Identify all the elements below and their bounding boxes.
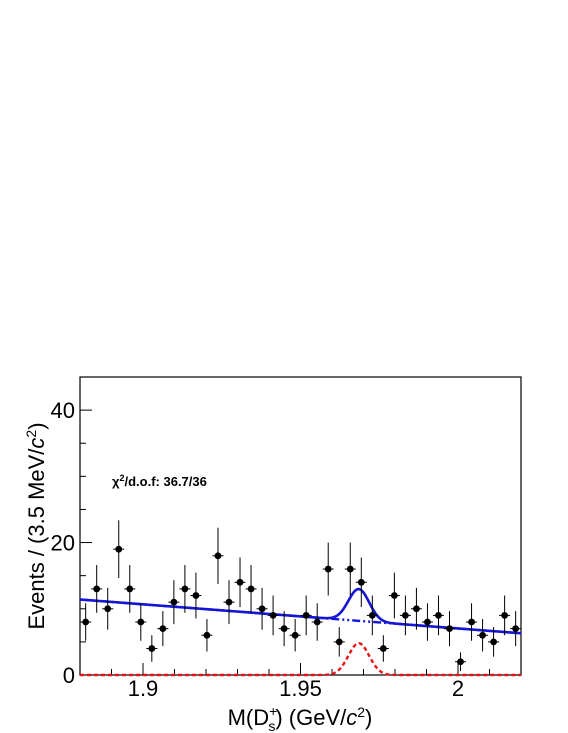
data-point <box>102 587 114 630</box>
plot-frame <box>79 376 522 676</box>
data-point <box>223 580 235 625</box>
data-point <box>135 603 147 641</box>
data-marker <box>104 605 112 613</box>
data-points <box>80 520 521 672</box>
y-axis-title: Events / (3.5 MeV/c2) <box>23 422 49 629</box>
data-marker <box>181 585 189 593</box>
data-marker <box>390 592 398 599</box>
data-marker <box>379 645 387 652</box>
data-marker <box>457 658 464 666</box>
data-point <box>377 635 389 662</box>
data-marker <box>247 585 255 593</box>
data-point <box>466 603 478 641</box>
data-marker <box>357 578 365 586</box>
data-point <box>146 635 158 662</box>
data-marker <box>280 625 288 633</box>
data-marker <box>324 565 332 573</box>
data-marker <box>468 618 475 626</box>
x-tick-label: 1.9 <box>128 676 159 701</box>
data-point <box>488 627 500 657</box>
data-point <box>410 587 422 630</box>
data-marker <box>82 618 90 626</box>
data-marker <box>170 598 178 606</box>
data-point <box>421 603 433 641</box>
signal-curve <box>80 642 521 677</box>
data-marker <box>93 585 101 593</box>
data-marker <box>258 605 266 613</box>
total-fit-curve <box>79 587 522 635</box>
data-marker <box>401 612 409 619</box>
y-tick-label: 20 <box>51 531 75 556</box>
data-point <box>366 595 378 636</box>
data-point <box>113 520 125 579</box>
data-point <box>80 603 92 641</box>
data-marker <box>236 578 244 586</box>
y-tick-label: 40 <box>51 398 75 423</box>
data-marker <box>126 585 134 593</box>
y-tick-label: 0 <box>63 663 75 688</box>
data-point <box>278 611 290 647</box>
data-point <box>157 611 169 647</box>
data-marker <box>368 612 376 619</box>
data-point <box>179 565 191 613</box>
data-marker <box>115 545 123 553</box>
data-marker <box>501 612 509 619</box>
data-marker <box>512 625 520 633</box>
data-marker <box>159 625 167 633</box>
data-marker <box>346 565 354 573</box>
data-marker <box>192 592 200 599</box>
data-point <box>300 595 312 636</box>
data-marker <box>225 598 233 606</box>
data-point <box>355 557 367 608</box>
data-marker <box>203 631 211 639</box>
data-marker <box>137 618 145 626</box>
data-marker <box>424 618 431 626</box>
data-point <box>388 572 400 619</box>
data-point <box>289 619 301 652</box>
chi2-annotation: χ2/d.o.f: 36.7/36 <box>112 473 207 489</box>
data-point <box>267 595 279 636</box>
x-tick-label: 2 <box>452 676 464 701</box>
data-point <box>499 595 511 636</box>
data-point <box>443 611 456 647</box>
data-point <box>322 542 334 596</box>
x-tick-label: 1.95 <box>279 676 322 701</box>
data-point <box>399 595 411 636</box>
data-marker <box>335 638 343 646</box>
data-marker <box>490 638 497 646</box>
axis-ticks <box>79 376 522 676</box>
data-point <box>234 557 246 608</box>
data-point <box>432 595 444 636</box>
data-marker <box>302 612 310 619</box>
data-point <box>256 587 268 630</box>
data-marker <box>446 625 453 633</box>
data-point <box>245 565 257 613</box>
data-marker <box>269 612 277 619</box>
data-marker <box>214 552 222 560</box>
data-point <box>124 565 136 613</box>
fit-curves <box>79 587 522 677</box>
data-point <box>91 565 103 613</box>
data-point <box>455 652 467 672</box>
data-point <box>201 619 213 652</box>
data-point <box>510 611 521 647</box>
data-point <box>190 572 202 619</box>
data-point <box>344 542 356 596</box>
data-marker <box>148 645 156 652</box>
data-point <box>477 619 489 652</box>
data-point <box>212 527 224 584</box>
data-point <box>311 603 323 641</box>
data-marker <box>291 631 299 639</box>
x-axis-title: M(D+ s) (GeV/c2) <box>228 703 373 733</box>
data-marker <box>313 618 321 626</box>
data-point <box>333 627 345 657</box>
data-marker <box>413 605 420 613</box>
data-marker <box>435 612 442 619</box>
data-point <box>168 580 180 625</box>
data-marker <box>479 631 486 639</box>
